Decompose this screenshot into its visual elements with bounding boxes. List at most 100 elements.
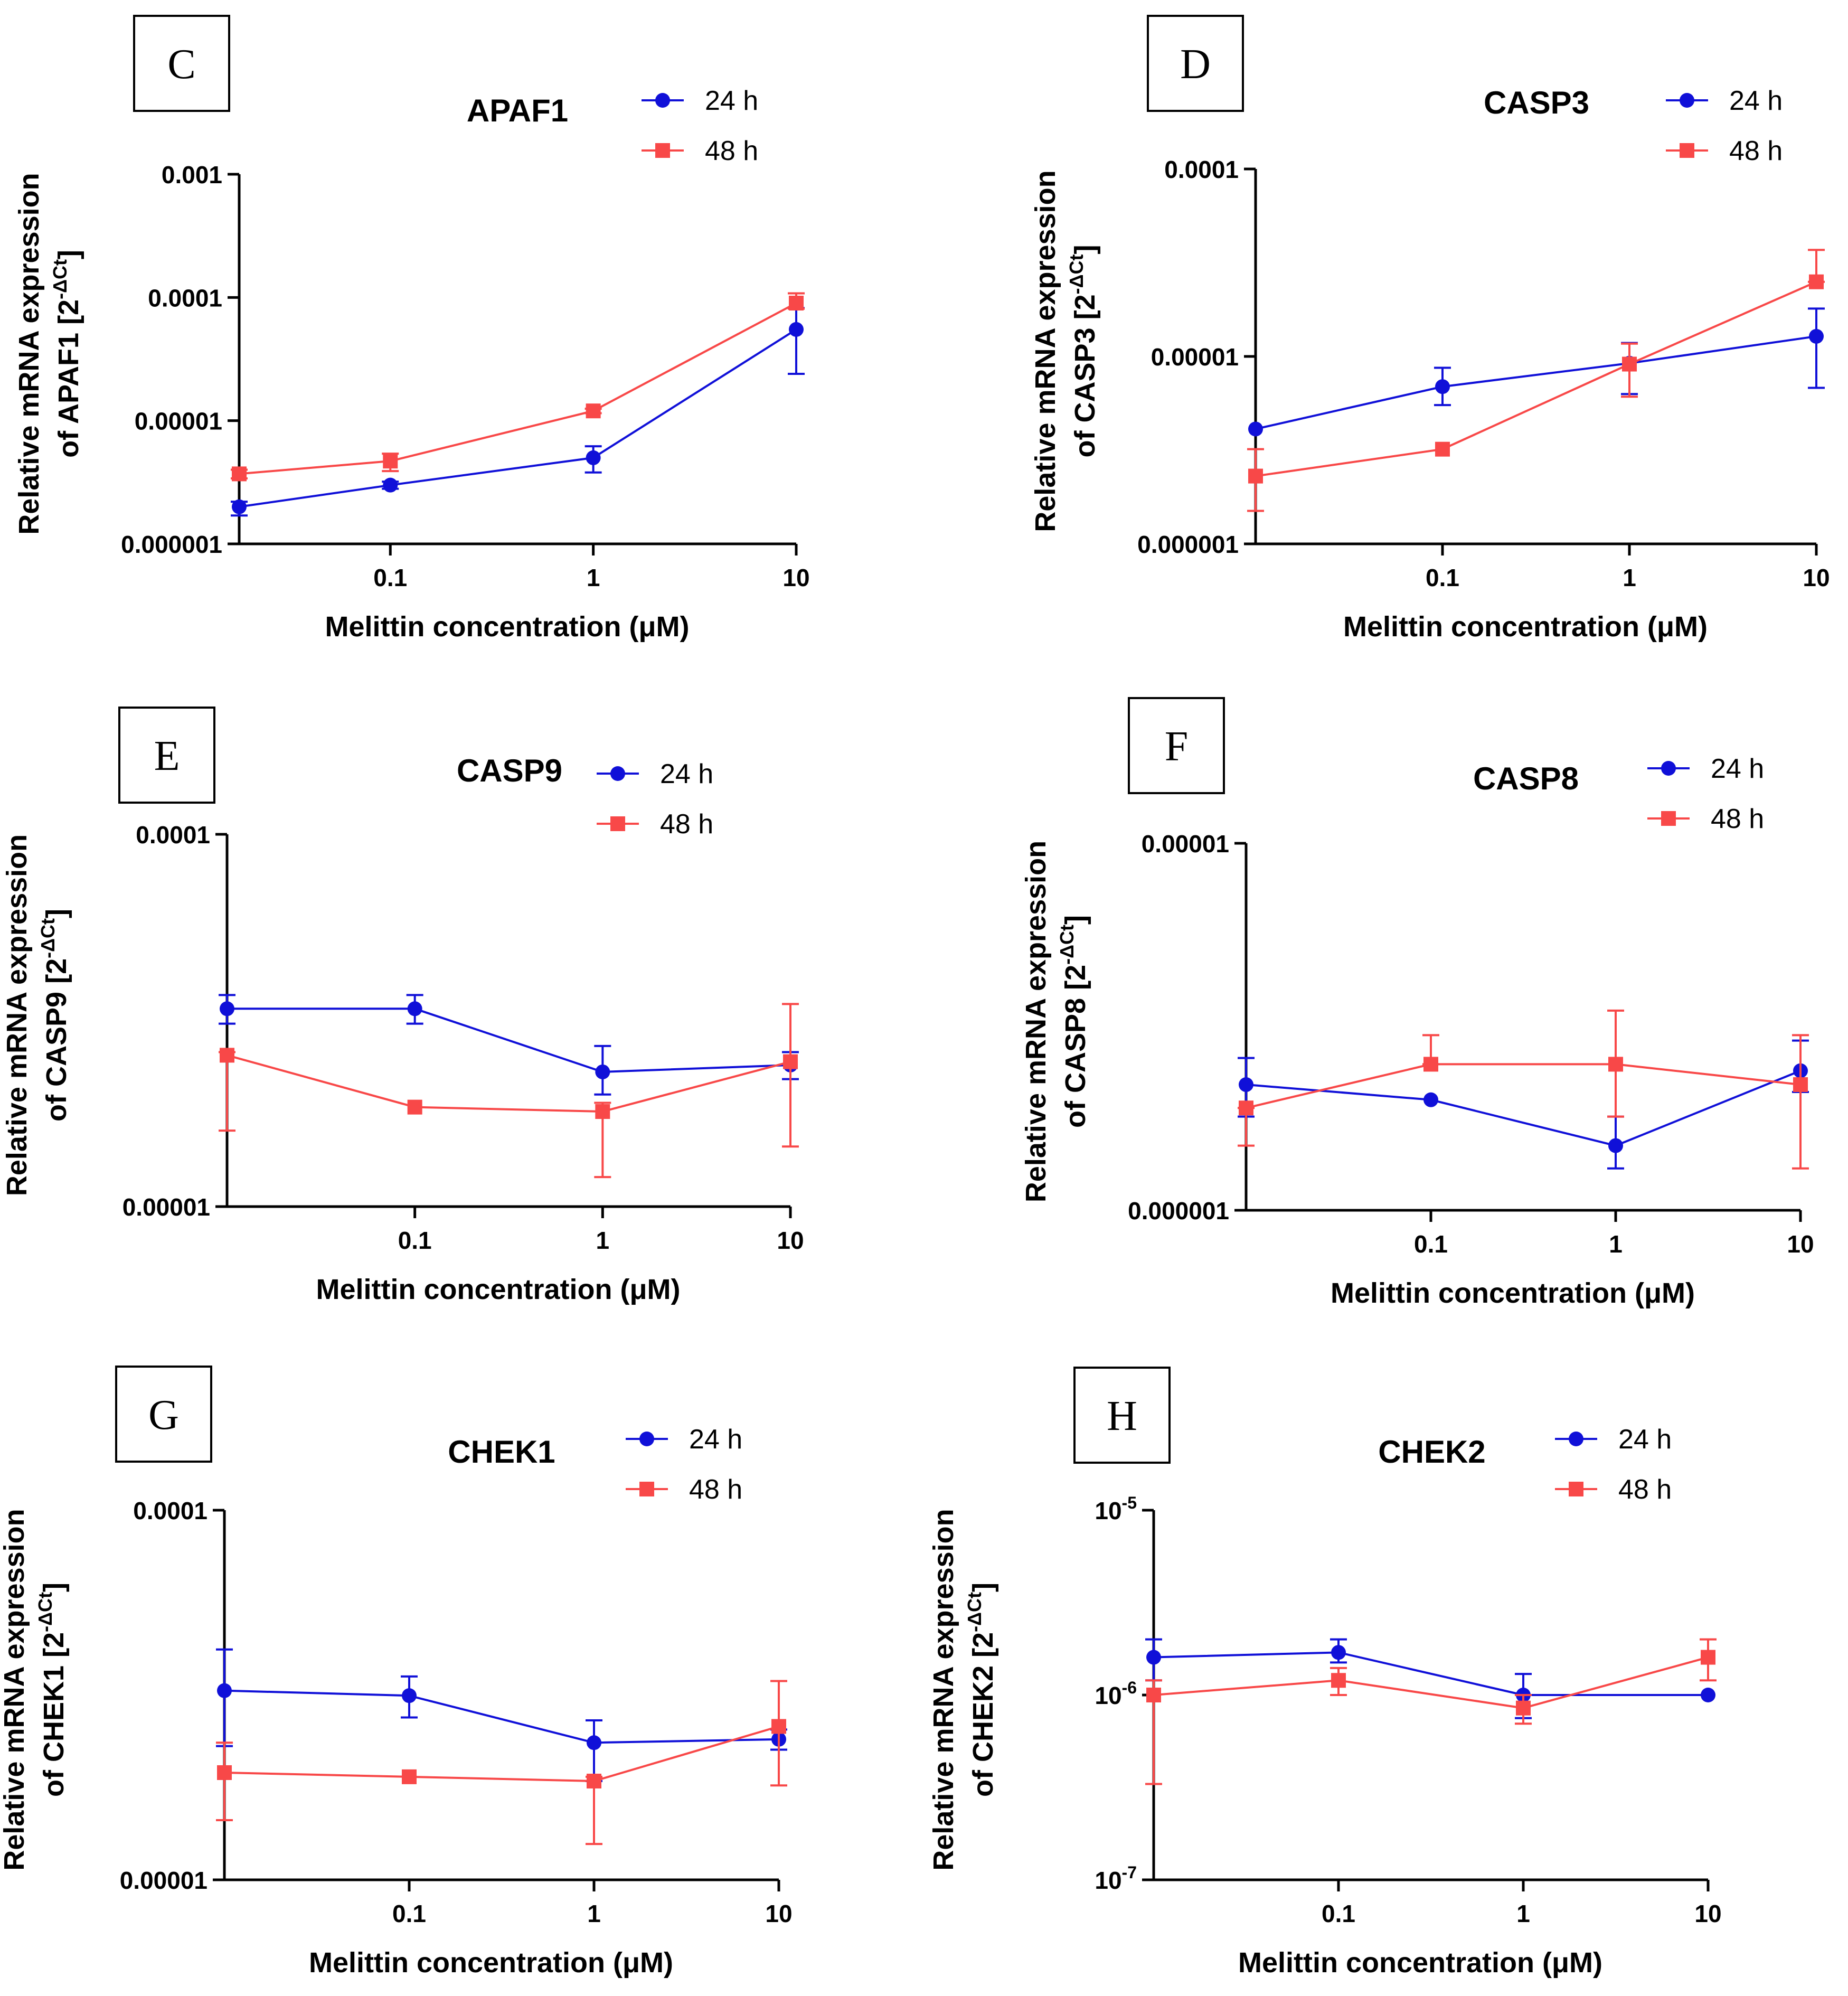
x-tick-label: 10 xyxy=(1694,1900,1721,1927)
y-axis-label-line1: Relative mRNA expression xyxy=(1,834,33,1196)
data-point-48h xyxy=(771,1719,786,1734)
data-point-48h xyxy=(1248,468,1263,484)
legend-label-48h: 48 h xyxy=(689,1474,742,1505)
data-point-24h xyxy=(1701,1688,1715,1702)
panel-letter-box xyxy=(118,707,215,804)
legend-marker-24h xyxy=(610,766,625,781)
legend-label-24h: 24 h xyxy=(705,86,758,116)
y-axis-label-line1: Relative mRNA expression xyxy=(1020,841,1052,1202)
data-point-24h xyxy=(407,1001,422,1016)
series-line-48h xyxy=(1255,280,1817,477)
x-tick-label: 1 xyxy=(1623,564,1636,591)
legend-label-48h: 48 h xyxy=(1618,1474,1672,1505)
y-axis-label-line2: of CHEK2 [2-ΔCt] xyxy=(964,1583,999,1797)
y-axis-label-line2: of CASP9 [2-ΔCt] xyxy=(37,909,72,1122)
data-point-48h xyxy=(1809,274,1824,289)
y-tick-label: 0.00001 xyxy=(122,1193,210,1221)
series-line-48h xyxy=(227,1054,791,1113)
x-tick-label: 0.1 xyxy=(1426,564,1459,591)
x-tick-label: 0.1 xyxy=(1414,1230,1448,1258)
data-point-48h xyxy=(383,454,398,469)
series-line-48h xyxy=(239,302,797,475)
legend-marker-24h xyxy=(1661,761,1676,776)
y-tick-label: 10-6 xyxy=(1095,1678,1137,1709)
y-axis-label-line1: Relative mRNA expression xyxy=(0,1509,30,1870)
legend-marker-48h xyxy=(1661,811,1676,826)
x-axis-label: Melittin concentration (μM) xyxy=(1238,1947,1602,1979)
x-tick-label: 1 xyxy=(587,1900,601,1927)
data-point-24h xyxy=(1331,1645,1346,1660)
data-point-24h xyxy=(789,322,804,337)
panel-letter-box xyxy=(1073,1367,1171,1464)
series-line-24h xyxy=(224,1689,779,1744)
legend-label-24h: 24 h xyxy=(1618,1424,1672,1455)
data-point-48h xyxy=(1423,1057,1438,1072)
panel-letter: H xyxy=(1107,1393,1137,1439)
data-point-48h xyxy=(1516,1700,1531,1716)
x-tick-label: 0.1 xyxy=(1322,1900,1355,1927)
y-tick-label: 0.00001 xyxy=(1151,343,1239,371)
panel-letter-box xyxy=(1147,15,1244,112)
legend-marker-24h xyxy=(1569,1432,1583,1446)
data-point-48h xyxy=(1331,1673,1346,1688)
panel-letter-box xyxy=(133,15,230,112)
x-axis-label: Melittin concentration (μM) xyxy=(325,611,689,643)
y-tick-label: 0.00001 xyxy=(120,1867,208,1894)
x-tick-label: 0.1 xyxy=(392,1900,426,1927)
data-point-48h xyxy=(232,466,247,482)
legend-label-48h: 48 h xyxy=(1711,804,1764,834)
legend-label-24h: 24 h xyxy=(1711,754,1764,784)
data-point-48h xyxy=(1239,1100,1253,1116)
data-point-24h xyxy=(232,499,247,514)
data-point-48h xyxy=(586,403,601,419)
y-axis-label-line2: of CASP3 [2-ΔCt] xyxy=(1066,245,1101,458)
data-point-48h xyxy=(1701,1650,1715,1665)
y-axis-label-line1: Relative mRNA expression xyxy=(928,1509,959,1870)
x-tick-label: 10 xyxy=(777,1227,804,1254)
y-tick-label: 0.0001 xyxy=(133,1497,208,1524)
data-point-24h xyxy=(1239,1077,1253,1093)
data-point-48h xyxy=(783,1054,798,1069)
x-tick-label: 1 xyxy=(1609,1230,1623,1258)
series-line-48h xyxy=(1246,1063,1801,1109)
legend-marker-24h xyxy=(1680,93,1694,108)
panel-c: C APAF1 0.000001 0.00001 0.0001 0.001 0.1 1 10 Me… xyxy=(13,15,810,643)
chart-title: CASP9 xyxy=(457,753,562,788)
data-point-48h xyxy=(407,1099,422,1115)
x-axis-label: Melittin concentration (μM) xyxy=(1331,1277,1695,1309)
panel-letter: C xyxy=(167,41,195,88)
y-tick-label: 10-7 xyxy=(1095,1863,1137,1894)
data-point-24h xyxy=(402,1688,417,1703)
legend-label-48h: 48 h xyxy=(705,136,758,166)
legend-label-48h: 48 h xyxy=(660,809,713,840)
data-point-48h xyxy=(789,296,804,311)
data-point-24h xyxy=(383,477,398,493)
panel-g: G CHEK1 0.00001 0.0001 0.1 1 10 Melittin concen… xyxy=(0,1366,793,1979)
y-axis-label-line2: of CHEK1 [2-ΔCt] xyxy=(34,1583,70,1797)
legend-marker-24h xyxy=(655,93,670,108)
panel-letter-box xyxy=(115,1366,212,1463)
data-point-48h xyxy=(595,1104,610,1119)
data-point-24h xyxy=(595,1064,610,1079)
data-point-48h xyxy=(1622,356,1637,372)
legend-label-24h: 24 h xyxy=(660,759,713,789)
x-tick-label: 0.1 xyxy=(398,1227,432,1254)
y-tick-label: 0.000001 xyxy=(1128,1197,1229,1225)
x-tick-label: 10 xyxy=(1787,1230,1814,1258)
panel-letter: D xyxy=(1180,41,1211,88)
data-point-48h xyxy=(1608,1057,1623,1072)
x-tick-label: 1 xyxy=(596,1227,610,1254)
data-point-48h xyxy=(402,1769,417,1784)
series-line-24h xyxy=(227,1008,791,1073)
x-tick-label: 1 xyxy=(1516,1900,1530,1927)
y-tick-label: 0.000001 xyxy=(121,531,222,558)
panel-letter: E xyxy=(154,733,180,779)
x-axis-label: Melittin concentration (μM) xyxy=(316,1274,680,1305)
chart-title: CHEK1 xyxy=(448,1434,555,1470)
x-tick-label: 10 xyxy=(1803,564,1830,591)
series-line-24h xyxy=(1255,335,1817,430)
y-tick-label: 0.00001 xyxy=(1142,830,1229,858)
x-axis-label: Melittin concentration (μM) xyxy=(1343,611,1708,643)
y-tick-label: 10-5 xyxy=(1095,1493,1137,1524)
